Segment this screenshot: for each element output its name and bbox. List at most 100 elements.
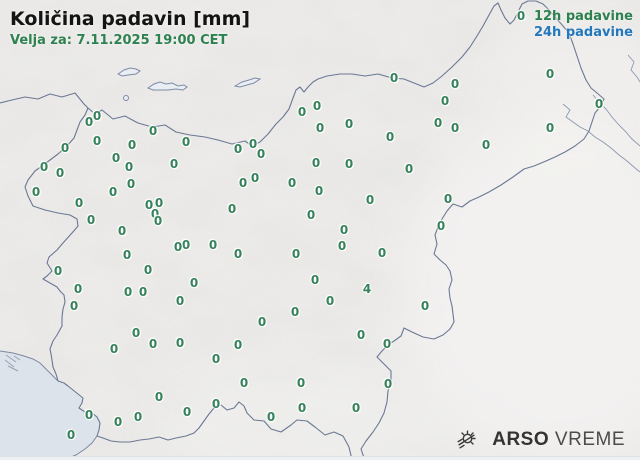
station-value: 0 <box>296 376 306 390</box>
station-value: 0 <box>154 196 164 210</box>
station-value: 0 <box>60 141 70 155</box>
station-value: 0 <box>182 405 192 419</box>
station-value: 0 <box>227 202 237 216</box>
station-value: 0 <box>356 328 366 342</box>
station-value: 0 <box>315 121 325 135</box>
station-value: 0 <box>69 299 79 313</box>
station-value: 0 <box>181 238 191 252</box>
station-value: 4 <box>362 282 372 296</box>
station-value: 0 <box>385 130 395 144</box>
station-value: 0 <box>450 121 460 135</box>
station-value: 0 <box>383 377 393 391</box>
station-value: 0 <box>250 171 260 185</box>
station-value: 0 <box>175 294 185 308</box>
station-value: 0 <box>450 77 460 91</box>
station-value: 0 <box>257 315 267 329</box>
legend-12h-toggle[interactable]: 12h padavine <box>533 9 633 24</box>
station-value: 0 <box>154 390 164 404</box>
station-value: 0 <box>545 121 555 135</box>
station-value: 0 <box>314 184 324 198</box>
station-value: 0 <box>127 138 137 152</box>
station-value: 0 <box>311 156 321 170</box>
station-value: 0 <box>92 134 102 148</box>
station-value: 0 <box>66 428 76 442</box>
legend-24h-toggle[interactable]: 24h padavine <box>533 25 633 40</box>
station-value: 0 <box>337 239 347 253</box>
station-value: 0 <box>516 9 526 23</box>
station-value: 0 <box>84 408 94 422</box>
map-bottom-strip <box>0 457 640 460</box>
station-value: 0 <box>175 336 185 350</box>
legend: 12h padavine 24h padavine <box>534 9 633 41</box>
station-value: 0 <box>55 166 65 180</box>
country-border-south-west <box>24 107 353 460</box>
station-value: 0 <box>211 352 221 366</box>
station-value: 0 <box>84 115 94 129</box>
station-value: 0 <box>233 247 243 261</box>
page-title: Količina padavin [mm] <box>10 8 251 30</box>
station-value: 0 <box>306 208 316 222</box>
station-value: 0 <box>443 192 453 206</box>
trieste-city-marks <box>4 354 21 372</box>
station-value: 0 <box>339 223 349 237</box>
station-value: 0 <box>377 246 387 260</box>
station-value: 0 <box>173 240 183 254</box>
valid-time-label: Velja za: 7.11.2025 19:00 CET <box>10 33 228 48</box>
weather-sun-rain-icon <box>457 430 476 449</box>
station-value: 0 <box>111 151 121 165</box>
lowland-flatten <box>150 20 640 460</box>
station-value: 0 <box>31 185 41 199</box>
station-value: 0 <box>233 338 243 352</box>
station-value: 0 <box>143 263 153 277</box>
lake-shapes <box>117 67 262 101</box>
station-value: 0 <box>545 67 555 81</box>
station-value: 0 <box>74 196 84 210</box>
station-value: 0 <box>181 135 191 149</box>
station-value: 0 <box>297 105 307 119</box>
station-value: 0 <box>365 193 375 207</box>
station-value: 0 <box>420 299 430 313</box>
station-value: 0 <box>73 282 83 296</box>
map-header: Količina padavin [mm] Velja za: 7.11.202… <box>10 8 250 48</box>
station-value: 0 <box>238 176 248 190</box>
station-value: 0 <box>433 116 443 130</box>
station-value: 0 <box>109 342 119 356</box>
station-value: 0 <box>382 337 392 351</box>
station-value: 0 <box>189 276 199 290</box>
station-value: 0 <box>86 213 96 227</box>
station-value: 0 <box>138 285 148 299</box>
station-value: 0 <box>594 97 604 111</box>
station-value: 0 <box>248 137 258 151</box>
station-value: 0 <box>153 214 163 228</box>
vreme-text: VREME <box>554 429 625 450</box>
station-value: 0 <box>124 160 134 174</box>
river-lines <box>562 54 640 173</box>
station-value: 0 <box>108 185 118 199</box>
station-value: 0 <box>150 207 160 221</box>
station-value: 0 <box>211 397 221 411</box>
station-value: 0 <box>344 157 354 171</box>
station-value: 0 <box>239 376 249 390</box>
station-value: 0 <box>325 294 335 308</box>
station-value: 0 <box>169 157 179 171</box>
station-value: 0 <box>148 337 158 351</box>
station-value: 0 <box>291 247 301 261</box>
station-value: 0 <box>131 326 141 340</box>
station-value: 0 <box>351 401 361 415</box>
station-value: 0 <box>144 198 154 212</box>
station-value: 0 <box>440 94 450 108</box>
station-value: 0 <box>117 224 127 238</box>
station-value: 0 <box>208 238 218 252</box>
station-value: 0 <box>297 401 307 415</box>
station-value: 0 <box>133 410 143 424</box>
station-value: 0 <box>404 162 414 176</box>
arso-text: ARSO <box>492 429 550 450</box>
country-border-north-east <box>0 0 605 460</box>
station-value: 0 <box>126 177 136 191</box>
arso-vreme-wordmark: ARSO VREME <box>492 429 625 451</box>
station-value: 0 <box>287 176 297 190</box>
station-value: 0 <box>310 273 320 287</box>
